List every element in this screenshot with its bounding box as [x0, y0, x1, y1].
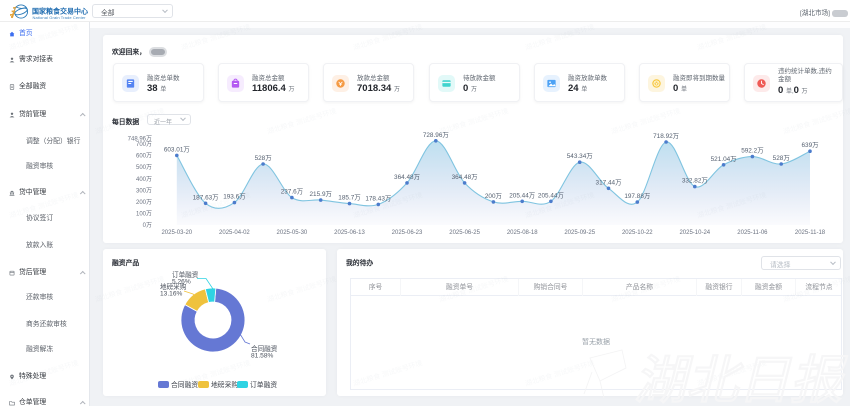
svg-text:237.6万: 237.6万 [281, 188, 303, 196]
svg-text:200万: 200万 [485, 192, 502, 200]
svg-text:528万: 528万 [773, 154, 790, 162]
svg-text:603.01万: 603.01万 [164, 145, 190, 153]
svg-text:81.58%: 81.58% [251, 353, 274, 360]
svg-text:205.44万: 205.44万 [509, 191, 535, 199]
svg-text:2025-03-20: 2025-03-20 [161, 230, 192, 236]
svg-text:2025-05-30: 2025-05-30 [277, 230, 308, 236]
svg-text:300万: 300万 [136, 187, 152, 194]
svg-text:639万: 639万 [801, 141, 818, 149]
svg-text:2025-09-25: 2025-09-25 [564, 230, 595, 236]
svg-text:187.63万: 187.63万 [193, 193, 219, 201]
svg-text:500万: 500万 [136, 164, 152, 171]
svg-text:2025-04-02: 2025-04-02 [219, 230, 250, 236]
svg-text:215.9万: 215.9万 [310, 190, 332, 198]
svg-text:197.88万: 197.88万 [624, 192, 650, 200]
svg-text:178.43万: 178.43万 [365, 194, 391, 202]
svg-text:364.48万: 364.48万 [394, 173, 420, 181]
svg-text:100万: 100万 [136, 210, 152, 217]
svg-text:2025-10-24: 2025-10-24 [679, 230, 710, 236]
svg-text:185.7万: 185.7万 [338, 194, 360, 202]
svg-text:748.96万: 748.96万 [128, 136, 152, 143]
svg-text:600万: 600万 [136, 153, 152, 160]
svg-text:2025-11-18: 2025-11-18 [795, 230, 826, 236]
svg-text:2025-10-22: 2025-10-22 [622, 230, 653, 236]
svg-text:205.44万: 205.44万 [538, 191, 564, 199]
svg-text:2025-08-18: 2025-08-18 [507, 230, 538, 236]
svg-text:193.6万: 193.6万 [223, 193, 245, 201]
svg-text:200万: 200万 [136, 199, 152, 206]
svg-text:332.82万: 332.82万 [682, 177, 708, 185]
svg-text:National Grain Trade Center: National Grain Trade Center [33, 15, 87, 20]
svg-text:2025-06-13: 2025-06-13 [334, 230, 365, 236]
svg-text:528万: 528万 [255, 154, 272, 162]
svg-text:543.34万: 543.34万 [567, 152, 593, 160]
svg-text:364.48万: 364.48万 [452, 173, 478, 181]
svg-text:317.44万: 317.44万 [596, 178, 622, 186]
svg-text:0万: 0万 [143, 222, 152, 229]
svg-text:400万: 400万 [136, 176, 152, 183]
svg-text:2025-06-25: 2025-06-25 [449, 230, 480, 236]
svg-text:718.92万: 718.92万 [653, 132, 679, 140]
svg-text:13.16%: 13.16% [160, 291, 183, 298]
svg-text:728.96万: 728.96万 [423, 131, 449, 139]
svg-text:2025-06-23: 2025-06-23 [392, 230, 423, 236]
svg-text:2025-11-06: 2025-11-06 [737, 230, 768, 236]
svg-text:592.2万: 592.2万 [741, 147, 763, 155]
svg-text:521.04万: 521.04万 [711, 155, 737, 163]
